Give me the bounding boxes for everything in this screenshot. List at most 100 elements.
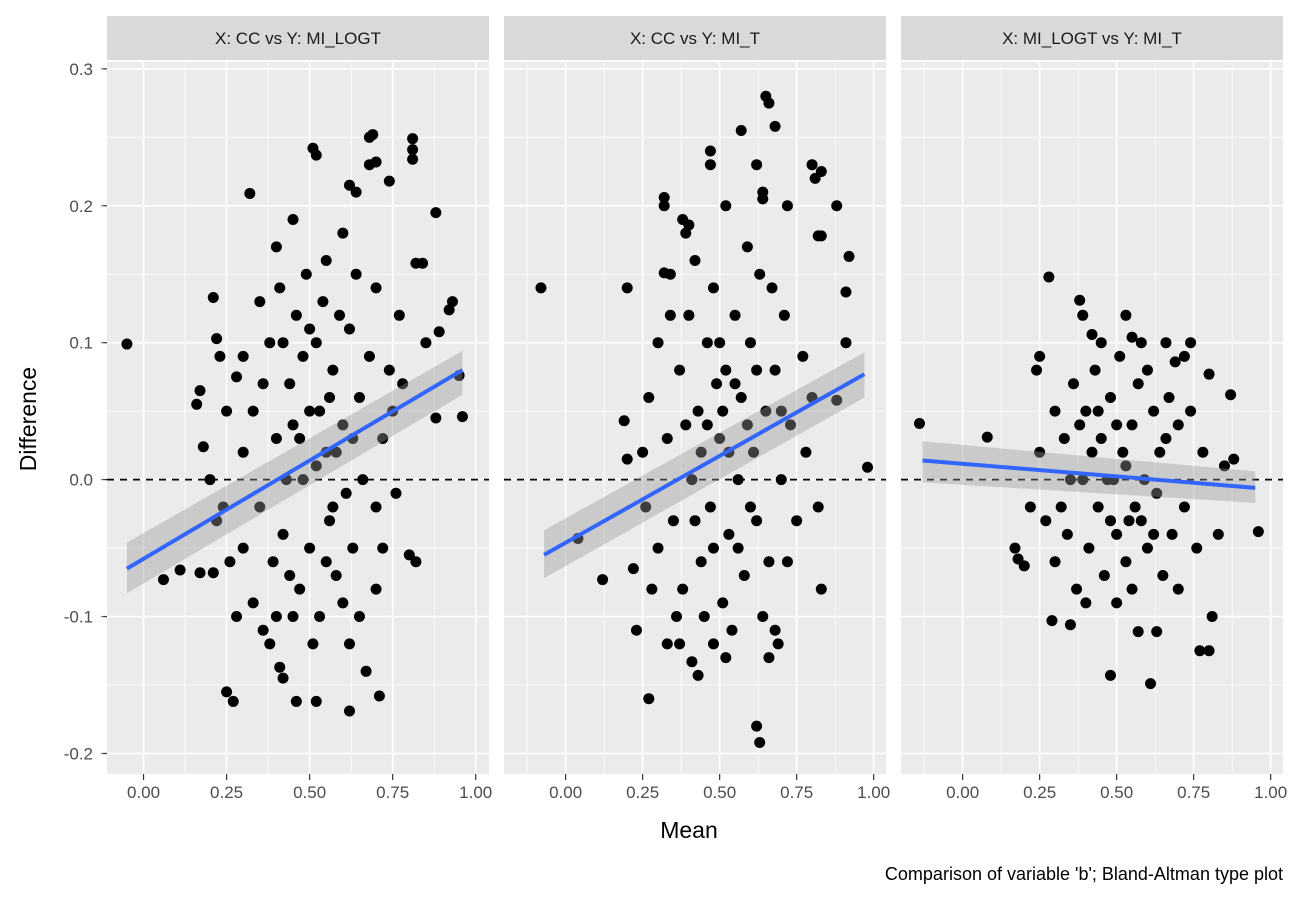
data-point bbox=[274, 282, 286, 294]
data-point bbox=[304, 405, 316, 417]
data-point bbox=[257, 624, 269, 636]
data-point bbox=[652, 337, 664, 349]
data-point bbox=[174, 564, 186, 576]
data-point bbox=[254, 296, 266, 308]
data-point bbox=[1098, 569, 1110, 581]
data-point bbox=[284, 378, 296, 390]
data-point bbox=[264, 337, 276, 349]
data-point bbox=[806, 159, 818, 171]
data-point bbox=[121, 338, 133, 350]
data-point bbox=[277, 337, 289, 349]
data-point bbox=[661, 433, 673, 445]
data-point bbox=[1252, 526, 1264, 538]
data-point bbox=[194, 385, 206, 397]
data-point bbox=[692, 669, 704, 681]
data-point bbox=[294, 583, 306, 595]
data-point bbox=[211, 333, 223, 345]
data-point bbox=[704, 145, 716, 157]
data-point bbox=[1194, 645, 1206, 657]
data-point bbox=[791, 515, 803, 527]
data-point bbox=[723, 528, 735, 540]
data-point bbox=[254, 501, 266, 513]
data-point bbox=[812, 501, 824, 513]
data-point bbox=[769, 120, 781, 132]
facet-title: X: MI_LOGT vs Y: MI_T bbox=[1002, 29, 1182, 48]
data-point bbox=[1169, 356, 1181, 368]
x-tick-label: 0.00 bbox=[946, 783, 979, 802]
data-point bbox=[1092, 405, 1104, 417]
regression-line bbox=[543, 372, 866, 557]
data-point bbox=[726, 624, 738, 636]
data-point bbox=[815, 166, 827, 178]
facet-title: X: CC vs Y: MI_T bbox=[630, 29, 760, 48]
data-point bbox=[307, 638, 319, 650]
data-point bbox=[720, 652, 732, 664]
data-point bbox=[1058, 433, 1070, 445]
data-point bbox=[353, 391, 365, 403]
data-point bbox=[643, 693, 655, 705]
data-point bbox=[763, 556, 775, 568]
data-point bbox=[1148, 528, 1160, 540]
data-point bbox=[751, 364, 763, 376]
data-point bbox=[304, 323, 316, 335]
data-point bbox=[1151, 487, 1163, 499]
data-point bbox=[763, 97, 775, 109]
data-point bbox=[221, 686, 233, 698]
data-point bbox=[300, 268, 312, 280]
data-point bbox=[314, 405, 326, 417]
data-point bbox=[621, 453, 633, 465]
data-point bbox=[812, 230, 824, 242]
data-point bbox=[270, 433, 282, 445]
data-point bbox=[327, 501, 339, 513]
data-point bbox=[1046, 615, 1058, 627]
data-point bbox=[652, 542, 664, 554]
x-tick-label: 0.25 bbox=[210, 783, 243, 802]
data-point bbox=[420, 337, 432, 349]
data-point bbox=[343, 638, 355, 650]
y-tick-label: 0.1 bbox=[69, 334, 93, 353]
data-point bbox=[1141, 542, 1153, 554]
data-point bbox=[815, 583, 827, 595]
panel-background bbox=[107, 62, 489, 774]
data-point bbox=[267, 556, 279, 568]
data-point bbox=[337, 419, 349, 431]
data-point bbox=[1178, 501, 1190, 513]
data-point bbox=[370, 501, 382, 513]
data-point bbox=[741, 419, 753, 431]
data-point bbox=[661, 638, 673, 650]
data-point bbox=[244, 187, 256, 199]
data-point bbox=[417, 257, 429, 269]
x-tick-label: 0.50 bbox=[1100, 783, 1133, 802]
data-point bbox=[1172, 419, 1184, 431]
data-point bbox=[324, 515, 336, 527]
data-point bbox=[1086, 446, 1098, 458]
data-point bbox=[775, 405, 787, 417]
data-point bbox=[862, 461, 874, 473]
data-point bbox=[1129, 501, 1141, 513]
data-point bbox=[310, 460, 322, 472]
data-point bbox=[701, 419, 713, 431]
data-point bbox=[1095, 337, 1107, 349]
data-point bbox=[704, 501, 716, 513]
data-point bbox=[735, 124, 747, 136]
data-point bbox=[343, 179, 355, 191]
data-point bbox=[1154, 446, 1166, 458]
data-point bbox=[840, 286, 852, 298]
data-point bbox=[383, 175, 395, 187]
x-axis-title: Mean bbox=[660, 817, 718, 843]
data-point bbox=[407, 153, 419, 165]
data-point bbox=[237, 446, 249, 458]
data-point bbox=[646, 583, 658, 595]
data-point bbox=[350, 186, 362, 198]
data-point bbox=[157, 574, 169, 586]
data-point bbox=[760, 405, 772, 417]
x-tick-label: 1.00 bbox=[459, 783, 492, 802]
data-point bbox=[754, 737, 766, 749]
data-point bbox=[1104, 669, 1116, 681]
data-point bbox=[224, 556, 236, 568]
data-point bbox=[1212, 528, 1224, 540]
data-point bbox=[637, 446, 649, 458]
data-point bbox=[1077, 474, 1089, 486]
facet-panel: X: MI_LOGT vs Y: MI_T 0.00 0.25 0.50 0.75 1.0… bbox=[901, 16, 1287, 802]
